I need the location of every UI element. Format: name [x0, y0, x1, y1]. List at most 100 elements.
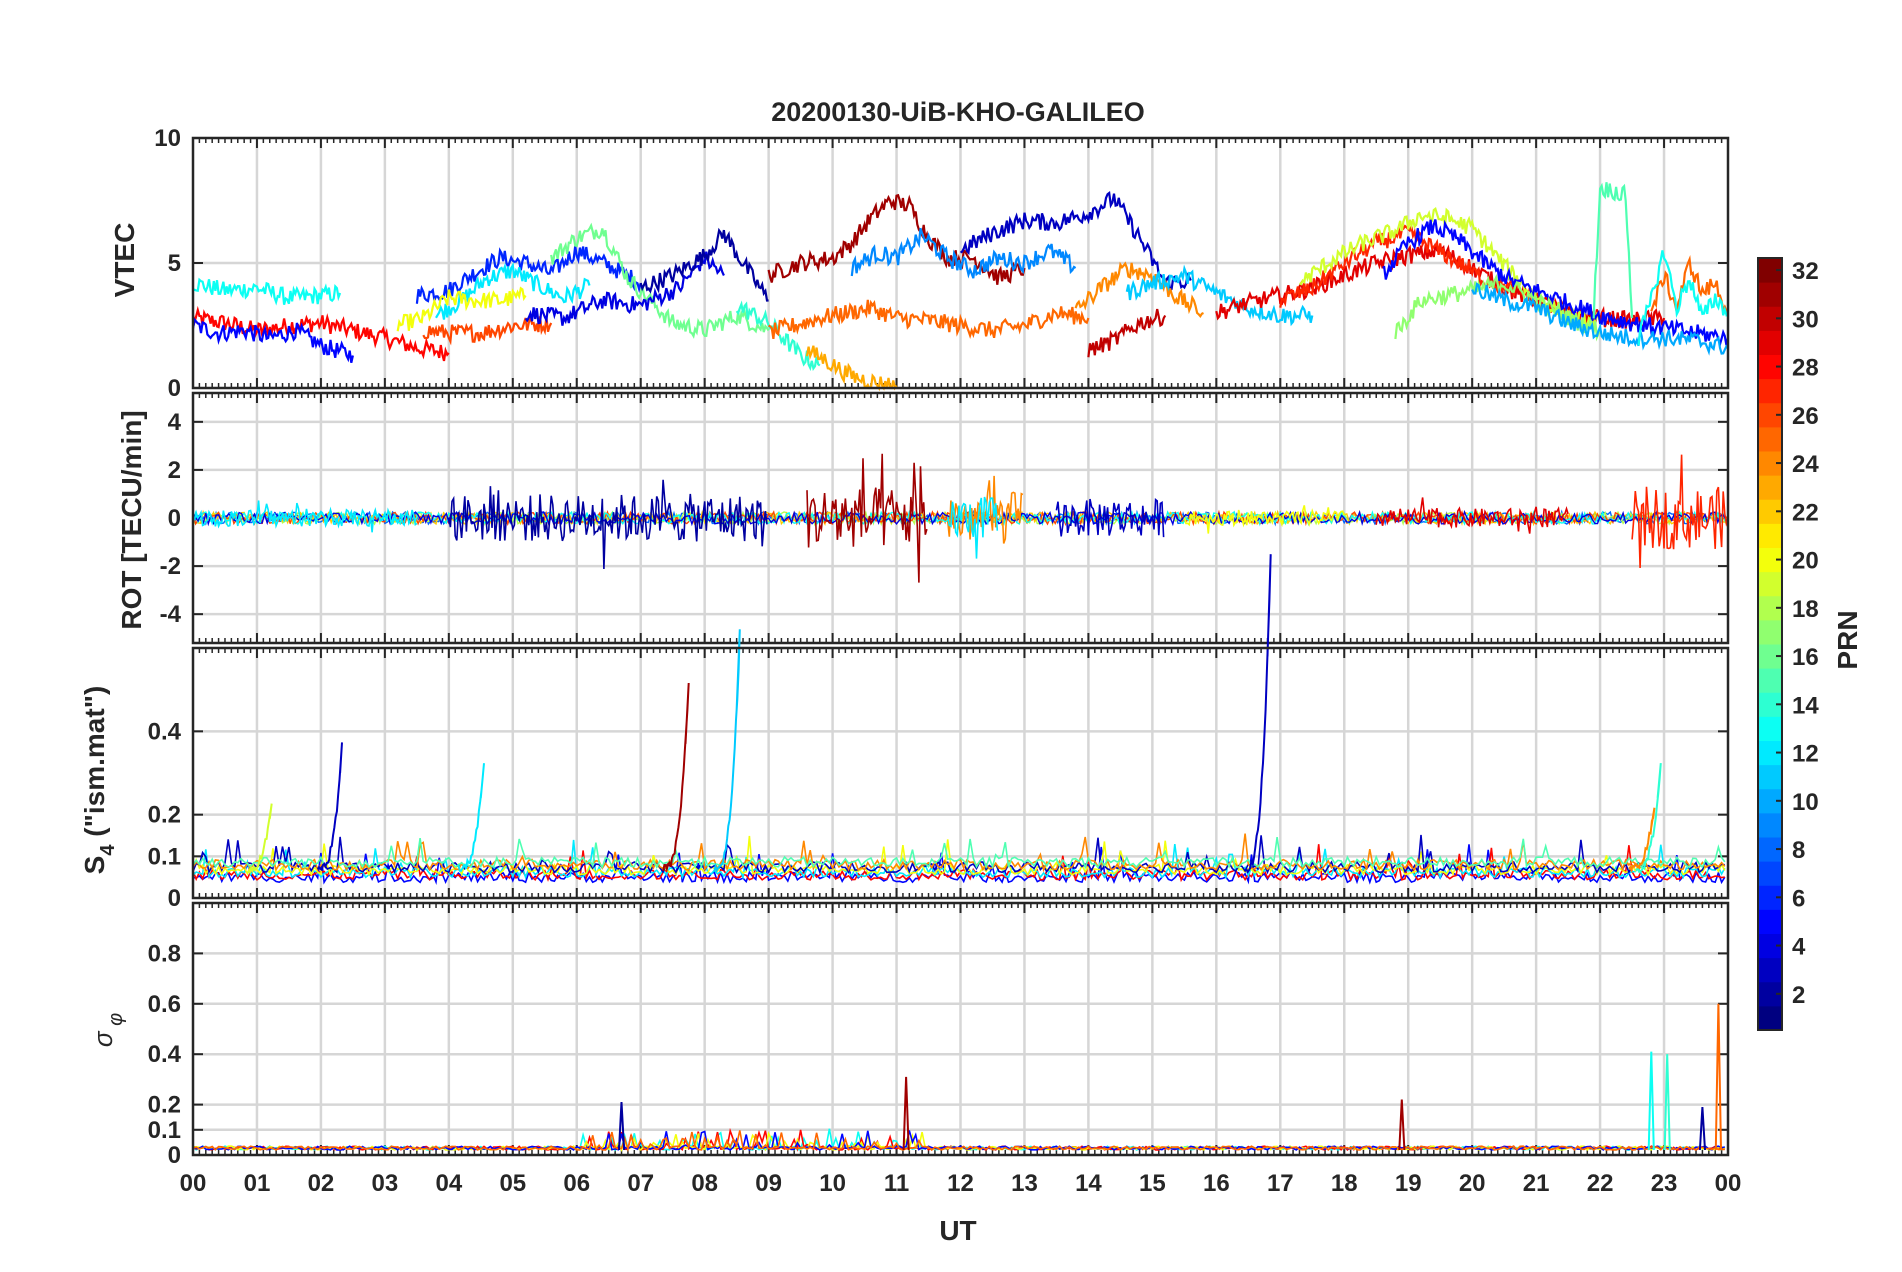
s4-peak-line	[246, 803, 273, 874]
colorbar-segment	[1758, 523, 1782, 548]
s4-panel: 0 0.1 0.2 0.4	[148, 554, 1730, 912]
vtec-series-line	[639, 227, 769, 302]
s4-peak-line	[1628, 807, 1656, 873]
x-tick-label: 09	[755, 1170, 782, 1197]
vtec-series-line	[550, 222, 770, 339]
colorbar-segment	[1758, 426, 1782, 452]
y-tick-label: 0.4	[148, 718, 182, 745]
y-tick-label: 0	[168, 375, 181, 402]
colorbar-tick-label: 14	[1792, 692, 1819, 719]
colorbar-tick-label: 10	[1792, 789, 1819, 816]
rot-series-line	[192, 500, 418, 533]
y-tick-label: 4	[168, 409, 182, 436]
rot-series-line	[1375, 497, 1569, 534]
colorbar-segment	[1758, 330, 1782, 355]
sigma-peak-line	[1698, 1107, 1706, 1151]
vtec-ylabel: VTEC	[109, 223, 140, 298]
s4-peak-line	[1244, 554, 1272, 874]
s4-peak-line	[713, 629, 741, 873]
colorbar-tick-label: 30	[1792, 306, 1819, 333]
vtec-series-line	[1650, 254, 1729, 314]
vtec-series-line	[191, 305, 450, 362]
x-tick-label: 15	[1139, 1170, 1166, 1197]
vtec-series-line	[1298, 206, 1602, 331]
x-tick-label: 17	[1267, 1170, 1294, 1197]
x-tick-label: 03	[372, 1170, 399, 1197]
x-tick-label: 06	[563, 1170, 590, 1197]
x-tick-label: 14	[1075, 1170, 1102, 1197]
colorbar-segment	[1758, 571, 1782, 597]
x-tick-label: 12	[947, 1170, 974, 1197]
rot-panel: -4 -2 0 2 4	[160, 391, 1730, 645]
x-tick-label: 00	[1715, 1170, 1742, 1197]
x-tick-label: 19	[1395, 1170, 1422, 1197]
rot-series-line	[806, 453, 928, 583]
colorbar-tick-label: 18	[1792, 596, 1819, 623]
y-tick-label: 10	[154, 125, 181, 152]
colorbar-tick-label: 2	[1792, 982, 1805, 1009]
x-tick-label: 18	[1331, 1170, 1358, 1197]
x-tick-label: 00	[180, 1170, 207, 1197]
rot-ylabel: ROT [TECU/min]	[116, 410, 147, 629]
s4-series-line	[192, 836, 1726, 870]
x-tick-label: 21	[1523, 1170, 1550, 1197]
y-tick-label: 0.2	[148, 1092, 181, 1119]
x-tick-label: 07	[627, 1170, 654, 1197]
colorbar-segment	[1758, 957, 1782, 983]
vtec-series-line	[422, 316, 553, 346]
axes-frame	[191, 391, 1730, 645]
x-tick-label: 08	[691, 1170, 718, 1197]
colorbar-segment	[1758, 378, 1782, 404]
colorbar-label: PRN	[1832, 610, 1863, 669]
series-group	[192, 453, 1729, 583]
colorbar-segment	[1758, 764, 1782, 790]
colorbar-tick-label: 4	[1792, 934, 1806, 961]
y-tick-label: 0.2	[148, 802, 181, 829]
colorbar-tick-label: 8	[1792, 837, 1805, 864]
axes-frame	[191, 901, 1730, 1157]
rot-series-line	[448, 479, 768, 570]
x-tick-label: 01	[244, 1170, 271, 1197]
sigma-peak-line	[1647, 1051, 1655, 1151]
y-tick-label: 0.6	[148, 991, 181, 1018]
y-tick-label: 0	[168, 885, 181, 912]
y-tick-label: 0.1	[148, 1117, 181, 1144]
y-tick-label: 0.4	[148, 1041, 182, 1068]
rot-series-line	[946, 475, 1024, 544]
colorbar-segment	[1758, 1005, 1782, 1031]
colorbar-tick-label: 28	[1792, 355, 1819, 382]
vtec-series-line	[1125, 264, 1314, 327]
colorbar-tick-label: 16	[1792, 644, 1819, 671]
vtec-series-line	[768, 299, 1090, 340]
vtec-series-line	[1592, 182, 1634, 319]
sigma-peak-line	[1714, 1003, 1722, 1151]
rot-series-line	[1183, 505, 1345, 534]
colorbar-tick-label: 22	[1792, 499, 1819, 526]
sigma-peak-line	[1663, 1054, 1671, 1151]
series-group	[192, 1003, 1726, 1153]
colorbar-tick-label: 24	[1792, 451, 1819, 478]
y-tick-label: 2	[168, 457, 181, 484]
colorbar-segment	[1758, 909, 1782, 934]
vtec-series-line	[1637, 250, 1729, 346]
sigma-series-line	[192, 1130, 1725, 1153]
vtec-series-line	[850, 227, 1077, 279]
vtec-series-line	[1074, 261, 1204, 319]
s4-peak-line	[457, 763, 485, 873]
vtec-series-line	[524, 251, 725, 326]
y-tick-label: -2	[160, 553, 181, 580]
x-tick-label: 22	[1587, 1170, 1614, 1197]
colorbar-tick-label: 20	[1792, 548, 1819, 575]
vtec-panel: 0 5 10	[154, 125, 1730, 402]
rot-series-line	[1631, 454, 1729, 569]
y-tick-label: 0	[168, 1142, 181, 1169]
colorbar-segment	[1758, 668, 1782, 693]
vtec-series-line	[767, 193, 1026, 285]
y-tick-label: 5	[168, 250, 181, 277]
vtec-series-line	[192, 277, 342, 306]
vtec-series-line	[396, 286, 527, 332]
s4-peak-line	[1635, 763, 1662, 874]
colorbar-tick-label: 6	[1792, 885, 1805, 912]
